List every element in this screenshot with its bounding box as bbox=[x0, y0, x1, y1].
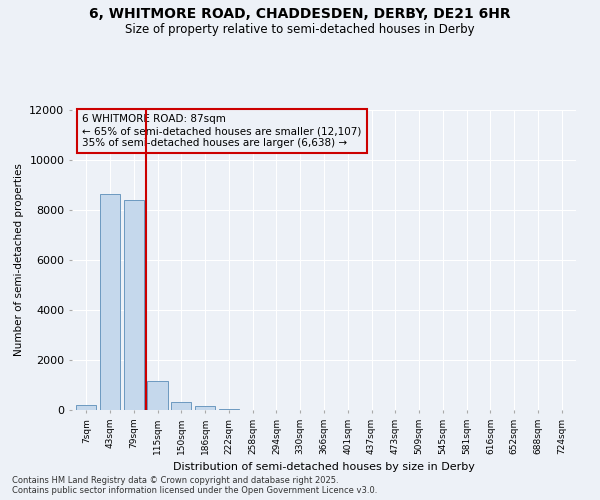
Bar bbox=[124, 200, 144, 410]
Bar bbox=[100, 194, 120, 410]
Bar bbox=[171, 402, 191, 410]
Text: Contains HM Land Registry data © Crown copyright and database right 2025.
Contai: Contains HM Land Registry data © Crown c… bbox=[12, 476, 377, 495]
Text: 6 WHITMORE ROAD: 87sqm
← 65% of semi-detached houses are smaller (12,107)
35% of: 6 WHITMORE ROAD: 87sqm ← 65% of semi-det… bbox=[82, 114, 361, 148]
Text: 6, WHITMORE ROAD, CHADDESDEN, DERBY, DE21 6HR: 6, WHITMORE ROAD, CHADDESDEN, DERBY, DE2… bbox=[89, 8, 511, 22]
Bar bbox=[148, 381, 167, 410]
X-axis label: Distribution of semi-detached houses by size in Derby: Distribution of semi-detached houses by … bbox=[173, 462, 475, 472]
Y-axis label: Number of semi-detached properties: Number of semi-detached properties bbox=[14, 164, 23, 356]
Bar bbox=[76, 405, 97, 410]
Text: Size of property relative to semi-detached houses in Derby: Size of property relative to semi-detach… bbox=[125, 22, 475, 36]
Bar bbox=[219, 409, 239, 410]
Bar bbox=[195, 406, 215, 410]
